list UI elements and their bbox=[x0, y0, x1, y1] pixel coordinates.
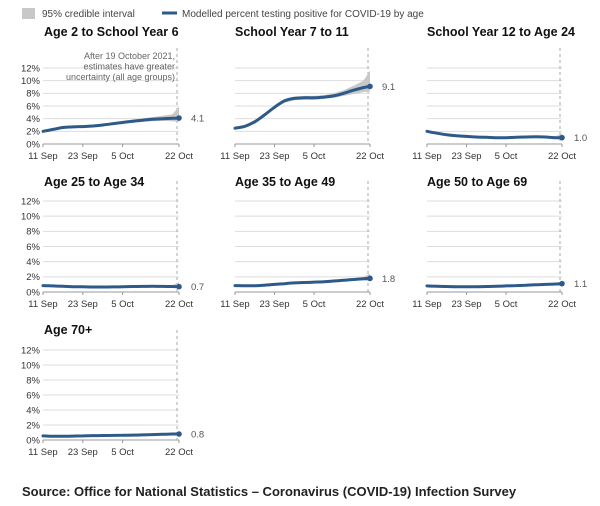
y-tick-label: 10% bbox=[21, 211, 41, 222]
y-tick-label: 6% bbox=[26, 242, 40, 253]
x-tick-label: 11 Sep bbox=[412, 299, 441, 310]
x-tick-label: 5 Oct bbox=[303, 151, 326, 162]
y-tick-label: 12% bbox=[21, 345, 41, 356]
end-point-marker bbox=[559, 280, 565, 287]
uncertainty-annotation: uncertainty (all age groups) bbox=[66, 72, 175, 82]
chart-svg: 95% credible interval Modelled percent t… bbox=[21, 8, 587, 458]
panel-4: Age 25 to Age 34 0% 2% 4% 6% 8% 10% 12% 11 Sep 23… bbox=[21, 175, 204, 310]
y-tick-label: 2% bbox=[26, 272, 40, 283]
legend-interval-label: 95% credible interval bbox=[42, 9, 135, 20]
y-tick-label: 6% bbox=[26, 390, 40, 401]
end-point-marker bbox=[176, 115, 182, 121]
y-tick-label: 4% bbox=[26, 405, 40, 416]
panel-3: School Year 12 to Age 24 11 Sep 23 Sep 5 Oc… bbox=[412, 25, 587, 162]
panel-7: Age 70+ 0% 2% 4% 6% 8% 10% 12% 11 Sep 23 Sep 5 Oct… bbox=[21, 323, 204, 458]
y-tick-label: 4% bbox=[26, 114, 40, 125]
panel-title: Age 50 to Age 69 bbox=[427, 175, 527, 189]
x-tick-label: 22 Oct bbox=[356, 299, 384, 310]
y-tick-label: 0% bbox=[26, 435, 40, 446]
x-tick-label: 22 Oct bbox=[165, 447, 193, 458]
end-point-marker bbox=[559, 134, 565, 141]
y-tick-label: 10% bbox=[21, 76, 41, 87]
y-tick-label: 8% bbox=[26, 89, 40, 100]
end-value-label: 9.1 bbox=[382, 82, 395, 93]
end-value-label: 0.7 bbox=[191, 282, 204, 293]
x-tick-label: 23 Sep bbox=[68, 151, 98, 162]
x-tick-label: 23 Sep bbox=[68, 447, 98, 458]
y-tick-label: 10% bbox=[21, 360, 41, 371]
x-tick-label: 5 Oct bbox=[303, 299, 326, 310]
legend: 95% credible interval Modelled percent t… bbox=[22, 8, 424, 20]
x-tick-label: 23 Sep bbox=[259, 299, 289, 310]
x-tick-label: 11 Sep bbox=[28, 447, 57, 458]
panel-1: Age 2 to School Year 6 0%2% 4% 6%8% 10% 12% 11… bbox=[21, 25, 204, 162]
panel-5: Age 35 to Age 49 11 Sep 23 Sep 5 Oct 22 Oct 1… bbox=[220, 175, 395, 310]
panel-title: Age 35 to Age 49 bbox=[235, 175, 335, 189]
x-tick-label: 22 Oct bbox=[165, 299, 193, 310]
x-tick-label: 22 Oct bbox=[356, 151, 384, 162]
y-tick-label: 2% bbox=[26, 420, 40, 431]
panel-2: School Year 7 to 11 11 Sep 23 Sep 5 Oct 22 O… bbox=[220, 25, 395, 162]
y-tick-label: 12% bbox=[21, 196, 41, 207]
uncertainty-annotation: estimates have greater bbox=[83, 62, 175, 72]
y-tick-label: 4% bbox=[26, 257, 40, 268]
x-tick-label: 11 Sep bbox=[220, 151, 249, 162]
x-tick-label: 11 Sep bbox=[28, 299, 57, 310]
end-value-label: 1.8 bbox=[382, 274, 395, 285]
x-tick-label: 5 Oct bbox=[111, 299, 134, 310]
x-tick-label: 5 Oct bbox=[495, 151, 518, 162]
panel-6: Age 50 to Age 69 11 Sep 23 Sep 5 Oct 22 Oct 1… bbox=[412, 175, 587, 310]
y-tick-label: 6% bbox=[26, 101, 40, 112]
x-tick-label: 11 Sep bbox=[28, 151, 57, 162]
y-tick-label: 2% bbox=[26, 127, 40, 138]
panel-title: School Year 12 to Age 24 bbox=[427, 25, 575, 39]
end-value-label: 1.0 bbox=[574, 133, 587, 144]
x-tick-label: 22 Oct bbox=[165, 151, 193, 162]
end-point-marker bbox=[176, 283, 182, 290]
series-line bbox=[233, 84, 372, 130]
end-value-label: 0.8 bbox=[191, 430, 204, 441]
y-tick-label: 8% bbox=[26, 375, 40, 386]
y-tick-label: 0% bbox=[26, 139, 40, 150]
end-point-marker bbox=[367, 275, 373, 282]
series-line bbox=[233, 276, 372, 288]
panels: Age 2 to School Year 60%2%4%6%8%10%12%11… bbox=[21, 25, 587, 458]
y-tick-label: 0% bbox=[26, 287, 40, 298]
y-tick-label: 8% bbox=[26, 227, 40, 238]
series-line bbox=[425, 282, 564, 289]
end-value-label: 4.1 bbox=[191, 114, 204, 125]
panel-title: Age 70+ bbox=[44, 323, 92, 337]
source-note: Source: Office for National Statistics –… bbox=[22, 484, 517, 499]
legend-line-label: Modelled percent testing positive for CO… bbox=[182, 9, 424, 20]
series-line bbox=[41, 116, 181, 133]
uncertainty-annotation: After 19 October 2021, bbox=[84, 51, 175, 61]
x-tick-label: 23 Sep bbox=[259, 151, 289, 162]
x-tick-label: 11 Sep bbox=[412, 151, 441, 162]
series-line bbox=[425, 129, 564, 140]
panel-title: Age 2 to School Year 6 bbox=[44, 25, 179, 39]
x-tick-label: 5 Oct bbox=[495, 299, 518, 310]
end-point-marker bbox=[176, 431, 182, 437]
x-tick-label: 5 Oct bbox=[111, 447, 134, 458]
series-line bbox=[41, 432, 181, 438]
panel-title: School Year 7 to 11 bbox=[235, 25, 349, 39]
x-tick-label: 23 Sep bbox=[451, 151, 481, 162]
x-tick-label: 11 Sep bbox=[220, 299, 249, 310]
end-value-label: 1.1 bbox=[574, 279, 587, 290]
x-tick-label: 22 Oct bbox=[548, 299, 576, 310]
x-tick-label: 5 Oct bbox=[111, 151, 134, 162]
x-tick-label: 23 Sep bbox=[451, 299, 481, 310]
x-tick-label: 23 Sep bbox=[68, 299, 98, 310]
legend-interval-swatch bbox=[22, 8, 35, 19]
series-line bbox=[41, 284, 181, 289]
end-point-marker bbox=[367, 83, 373, 90]
y-tick-label: 12% bbox=[21, 63, 41, 74]
x-tick-label: 22 Oct bbox=[548, 151, 576, 162]
panel-title: Age 25 to Age 34 bbox=[44, 175, 144, 189]
